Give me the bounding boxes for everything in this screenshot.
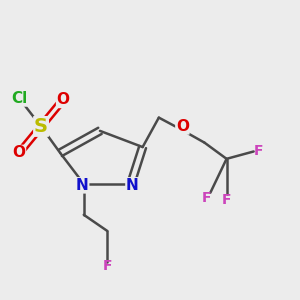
Text: O: O (13, 146, 26, 160)
Text: Cl: Cl (11, 91, 27, 106)
Text: O: O (176, 119, 189, 134)
Text: F: F (103, 259, 112, 273)
Text: S: S (34, 117, 48, 136)
Text: O: O (57, 92, 70, 107)
Text: N: N (76, 178, 89, 193)
Text: N: N (126, 178, 139, 193)
Text: F: F (202, 191, 212, 205)
Text: F: F (222, 193, 231, 207)
Text: F: F (254, 145, 264, 158)
